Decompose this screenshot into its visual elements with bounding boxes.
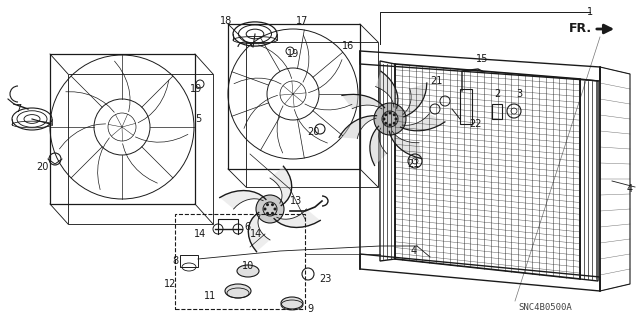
Text: 11: 11 bbox=[204, 291, 216, 301]
Polygon shape bbox=[339, 116, 376, 139]
Text: 3: 3 bbox=[516, 89, 522, 99]
Polygon shape bbox=[342, 94, 385, 109]
Circle shape bbox=[388, 112, 392, 115]
Text: 21: 21 bbox=[407, 159, 419, 169]
Text: 21: 21 bbox=[430, 76, 442, 86]
Polygon shape bbox=[389, 131, 422, 159]
Circle shape bbox=[384, 122, 387, 125]
Text: 4: 4 bbox=[627, 184, 633, 194]
Text: 13: 13 bbox=[290, 196, 302, 206]
Ellipse shape bbox=[225, 284, 251, 298]
Text: 22: 22 bbox=[468, 119, 481, 129]
Text: 8: 8 bbox=[172, 256, 178, 266]
Text: 14: 14 bbox=[250, 229, 262, 239]
Bar bbox=[492, 104, 502, 119]
Circle shape bbox=[393, 113, 396, 116]
Text: 18: 18 bbox=[220, 16, 232, 26]
Text: 17: 17 bbox=[296, 16, 308, 26]
Circle shape bbox=[271, 212, 274, 215]
Circle shape bbox=[383, 117, 385, 121]
Circle shape bbox=[266, 203, 269, 206]
Circle shape bbox=[384, 113, 387, 116]
Text: 5: 5 bbox=[195, 114, 201, 124]
Polygon shape bbox=[376, 71, 398, 108]
Bar bbox=[180, 255, 198, 267]
Bar bbox=[460, 89, 472, 124]
Ellipse shape bbox=[237, 265, 259, 277]
Text: 9: 9 bbox=[307, 304, 313, 314]
Ellipse shape bbox=[281, 297, 303, 309]
Polygon shape bbox=[248, 212, 270, 252]
Polygon shape bbox=[220, 190, 266, 209]
Text: FR.: FR. bbox=[569, 23, 592, 35]
Circle shape bbox=[273, 207, 276, 211]
Text: 23: 23 bbox=[319, 274, 331, 284]
Text: 12: 12 bbox=[164, 279, 176, 289]
Circle shape bbox=[264, 207, 266, 211]
Text: 15: 15 bbox=[476, 54, 488, 64]
Text: 20: 20 bbox=[307, 127, 319, 137]
Circle shape bbox=[388, 123, 392, 127]
Circle shape bbox=[374, 103, 406, 135]
Bar bbox=[175, 214, 305, 309]
Circle shape bbox=[266, 212, 269, 215]
Polygon shape bbox=[401, 114, 445, 131]
Text: 14: 14 bbox=[194, 229, 206, 239]
Polygon shape bbox=[370, 126, 387, 166]
Text: 7: 7 bbox=[15, 104, 21, 114]
Circle shape bbox=[256, 195, 284, 223]
Text: SNC4B0500A: SNC4B0500A bbox=[518, 302, 572, 311]
Text: 10: 10 bbox=[242, 261, 254, 271]
Circle shape bbox=[393, 122, 396, 125]
Text: 16: 16 bbox=[342, 41, 354, 51]
Text: 19: 19 bbox=[287, 49, 299, 59]
Text: 2: 2 bbox=[494, 89, 500, 99]
Circle shape bbox=[271, 203, 274, 206]
Circle shape bbox=[394, 117, 397, 121]
Text: 19: 19 bbox=[190, 84, 202, 94]
Text: 6: 6 bbox=[244, 222, 250, 232]
Text: 20: 20 bbox=[36, 162, 48, 172]
Polygon shape bbox=[403, 83, 427, 117]
Text: 1: 1 bbox=[587, 7, 593, 17]
Text: 4: 4 bbox=[411, 246, 417, 256]
Polygon shape bbox=[270, 166, 292, 205]
Polygon shape bbox=[274, 209, 320, 227]
